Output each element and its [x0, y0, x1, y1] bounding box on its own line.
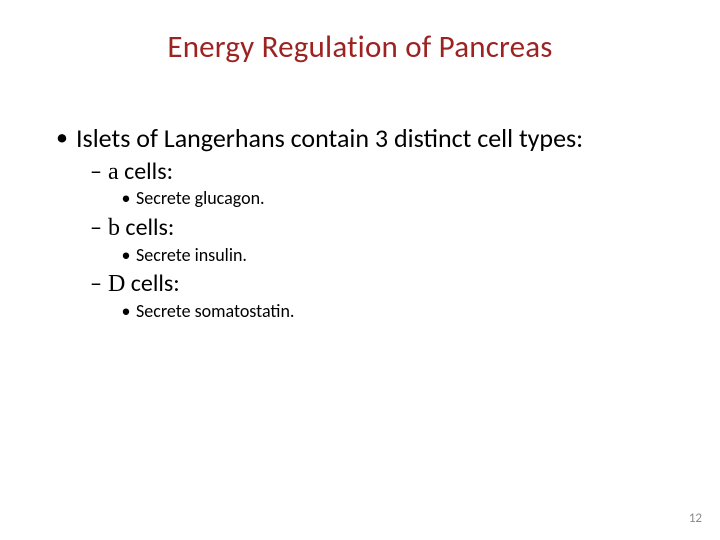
bullet-level3-text: Secrete glucagon.: [136, 188, 265, 210]
cell-label-suffix: cells:: [120, 213, 174, 242]
bullet-dot-icon: •: [116, 301, 136, 323]
bullet-dot-icon: •: [116, 188, 136, 210]
bullet-level2-text: D cells:: [108, 270, 180, 299]
bullet-level3: • Secrete insulin.: [116, 245, 672, 267]
greek-letter: a: [108, 159, 119, 185]
slide: Energy Regulation of Pancreas • Islets o…: [0, 0, 720, 540]
bullet-dash-icon: –: [84, 214, 108, 242]
cell-label-suffix: cells:: [125, 269, 179, 298]
bullet-level3-text: Secrete somatostatin.: [136, 301, 294, 323]
page-number: 12: [689, 511, 702, 526]
greek-letter: D: [108, 271, 125, 297]
bullet-level1: • Islets of Langerhans contain 3 distinc…: [48, 124, 672, 154]
bullet-level2: – a cells:: [84, 158, 672, 187]
bullet-dash-icon: –: [84, 158, 108, 186]
slide-title: Energy Regulation of Pancreas: [48, 28, 672, 66]
bullet-level3: • Secrete glucagon.: [116, 188, 672, 210]
bullet-dot-icon: •: [48, 124, 76, 152]
bullet-level3: • Secrete somatostatin.: [116, 301, 672, 323]
bullet-level2-text: a cells:: [108, 158, 173, 187]
bullet-level2-text: b cells:: [108, 214, 174, 243]
bullet-dot-icon: •: [116, 245, 136, 267]
bullet-level2: – D cells:: [84, 270, 672, 299]
cell-label-suffix: cells:: [119, 157, 173, 186]
bullet-level1-text: Islets of Langerhans contain 3 distinct …: [76, 124, 583, 154]
greek-letter: b: [108, 215, 120, 241]
bullet-dash-icon: –: [84, 270, 108, 298]
bullet-level3-text: Secrete insulin.: [136, 245, 247, 267]
bullet-level2: – b cells:: [84, 214, 672, 243]
